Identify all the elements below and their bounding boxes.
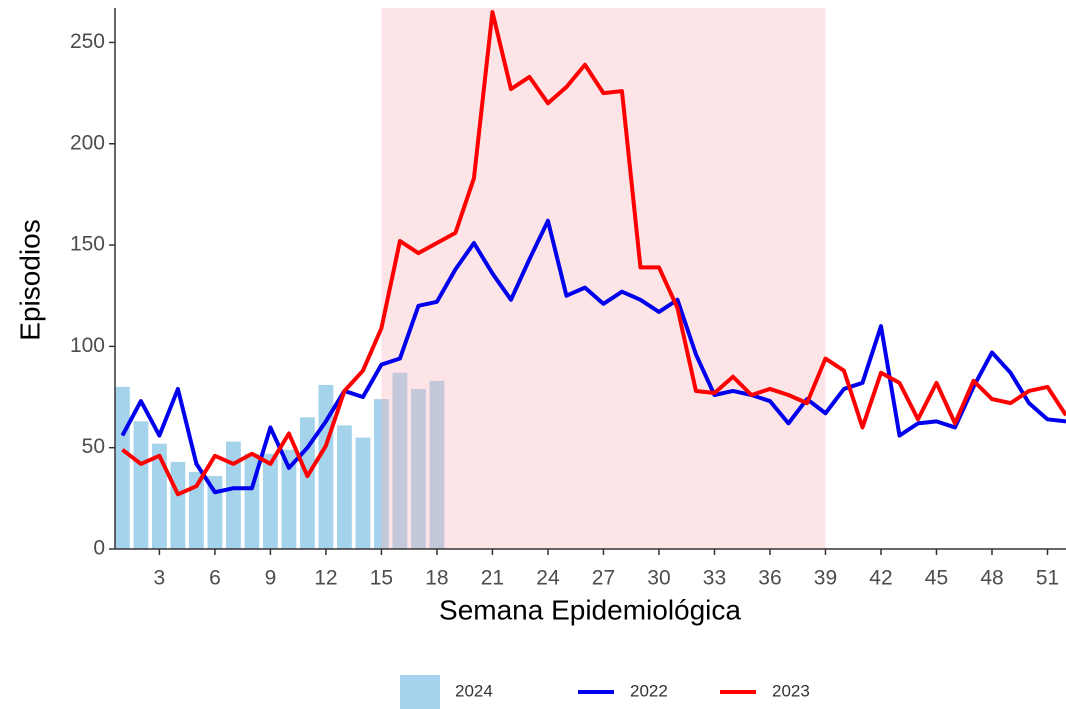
y-tick-label: 100 [70,334,105,357]
x-tick-label: 12 [314,567,337,590]
legend-label: 2022 [630,681,668,700]
bar [152,443,167,549]
x-tick-label: 39 [814,567,837,590]
x-tick-label: 33 [703,567,726,590]
bar [337,425,352,549]
legend-label: 2024 [455,681,493,700]
bar [226,441,241,549]
x-tick-label: 9 [265,567,277,590]
bar [429,380,445,549]
y-tick-label: 0 [93,537,105,560]
bar [263,453,278,549]
x-tick-label: 42 [869,567,892,590]
x-tick-label: 21 [481,567,504,590]
y-tick-label: 50 [82,435,105,458]
x-tick-label: 6 [209,567,221,590]
highlight-band [381,8,826,549]
x-tick-label: 18 [425,567,448,590]
x-tick-label: 36 [758,567,781,590]
y-tick-label: 150 [70,233,105,256]
x-axis-title: Semana Epidemiológica [439,594,741,625]
x-tick-label: 24 [536,567,560,590]
bar [170,461,186,549]
bar [281,449,297,549]
legend-label: 2023 [772,681,810,700]
bar [374,399,389,549]
bar [133,421,149,549]
x-tick-label: 51 [1036,567,1059,590]
x-tick-label: 48 [980,567,1003,590]
bar [411,388,426,549]
y-tick-label: 250 [70,30,105,53]
bar [189,472,204,549]
legend-swatch [400,675,440,709]
bar [392,372,408,549]
x-tick-label: 27 [592,567,615,590]
bar [355,437,371,549]
y-tick-label: 200 [70,131,105,154]
x-tick-label: 45 [925,567,948,590]
x-tick-label: 3 [154,567,166,590]
line [121,10,1066,497]
x-tick-label: 30 [647,567,670,590]
y-axis-title: Episodios [14,219,45,340]
x-tick-label: 15 [370,567,393,590]
bar [115,386,130,549]
bar [207,476,223,549]
